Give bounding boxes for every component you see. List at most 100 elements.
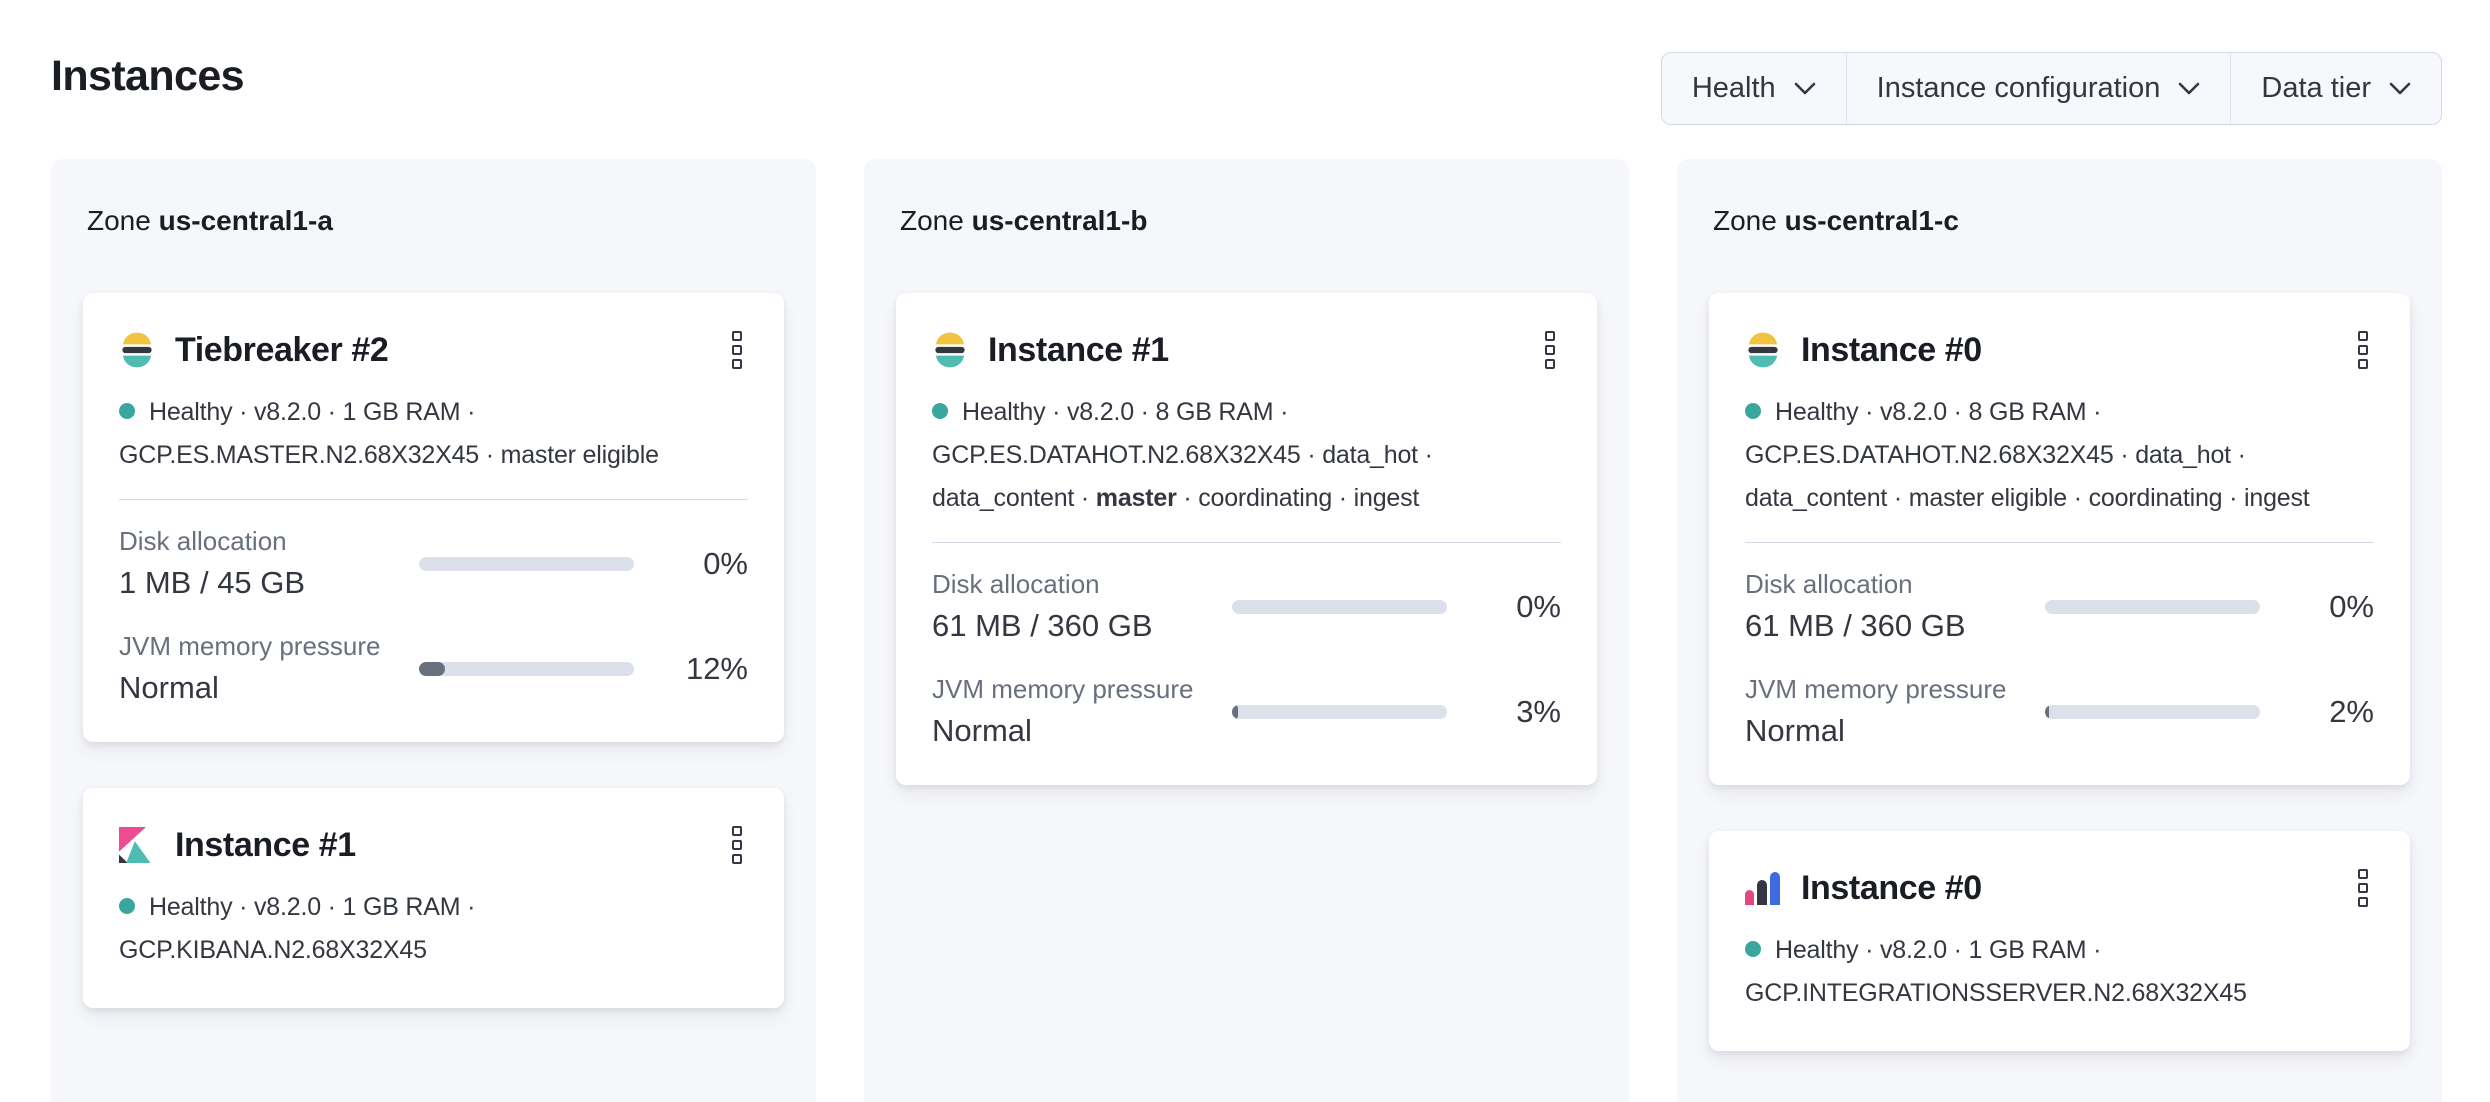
filter-instance-configuration-dropdown[interactable]: Instance configuration bbox=[1845, 53, 2231, 124]
health-status-text: Healthy bbox=[149, 398, 233, 426]
health-status-text: Healthy bbox=[149, 893, 233, 921]
metric-value: Normal bbox=[119, 670, 219, 705]
instance-meta: Healthy · v8.2.0 · 1 GB RAM · GCP.KIBANA… bbox=[119, 886, 748, 972]
filter-health-dropdown[interactable]: Health bbox=[1662, 53, 1846, 124]
card-divider bbox=[119, 499, 748, 500]
metric-percent: 3% bbox=[1516, 693, 1561, 729]
instance-meta: Healthy · v8.2.0 · 8 GB RAM · GCP.ES.DAT… bbox=[1745, 391, 2374, 520]
zone-label: Zone us-central1-a bbox=[87, 205, 784, 237]
meta-line1-rest: · v8.2.0 · 1 GB RAM · bbox=[232, 893, 476, 921]
instance-card-es-1[interactable]: Instance #1 Healthy · v8.2.0 · 8 GB RAM … bbox=[896, 293, 1597, 785]
metric-percent: 12% bbox=[685, 650, 748, 686]
meta-line3: data_content · master · coordinating · i… bbox=[932, 484, 1420, 512]
node-role-master: master bbox=[1095, 484, 1177, 512]
instance-actions-menu-button[interactable] bbox=[726, 327, 748, 373]
instance-title: Instance #0 bbox=[1801, 330, 1982, 369]
meta-line1-rest: · v8.2.0 · 1 GB RAM · bbox=[1858, 936, 2102, 964]
meta-line2: GCP.KIBANA.N2.68X32X45 bbox=[119, 936, 427, 964]
metrics-section: Disk allocation 61 MB / 360 GB 0% JVM me… bbox=[1745, 569, 2374, 749]
kibana-logo-icon bbox=[119, 827, 155, 863]
metric-label: Disk allocation bbox=[119, 526, 287, 556]
metric-label: Disk allocation bbox=[932, 569, 1100, 599]
filter-instance-configuration-label: Instance configuration bbox=[1876, 72, 2161, 104]
instance-meta: Healthy · v8.2.0 · 1 GB RAM · GCP.INTEGR… bbox=[1745, 929, 2374, 1015]
disk-allocation-progressbar bbox=[2045, 599, 2260, 614]
zone-panel-us-central1-a: Zone us-central1-a Tiebreaker #2 Healthy… bbox=[51, 159, 816, 1102]
elasticsearch-logo-icon bbox=[119, 332, 155, 368]
chevron-down-icon bbox=[1794, 82, 1816, 95]
filter-data-tier-dropdown[interactable]: Data tier bbox=[2230, 53, 2441, 124]
health-status-dot-icon bbox=[932, 403, 948, 419]
elasticsearch-logo-icon bbox=[932, 332, 968, 368]
jvm-memory-pressure-metric: JVM memory pressure Normal 3% bbox=[932, 674, 1561, 749]
filter-group: Health Instance configuration Data tier bbox=[1660, 52, 2442, 125]
integrations-server-logo-icon bbox=[1745, 870, 1781, 906]
instance-actions-menu-button[interactable] bbox=[2352, 865, 2374, 911]
metric-percent: 0% bbox=[2329, 588, 2374, 624]
health-status-dot-icon bbox=[119, 898, 135, 914]
filter-data-tier-label: Data tier bbox=[2261, 72, 2371, 104]
zone-label-prefix: Zone bbox=[900, 205, 964, 236]
disk-allocation-metric: Disk allocation 61 MB / 360 GB 0% bbox=[1745, 569, 2374, 644]
instance-actions-menu-button[interactable] bbox=[1539, 327, 1561, 373]
instance-card-tiebreaker-2[interactable]: Tiebreaker #2 Healthy · v8.2.0 · 1 GB RA… bbox=[83, 293, 784, 742]
zone-label: Zone us-central1-b bbox=[900, 205, 1597, 237]
zone-label-prefix: Zone bbox=[87, 205, 151, 236]
zone-label-prefix: Zone bbox=[1713, 205, 1777, 236]
elasticsearch-logo-icon bbox=[1745, 332, 1781, 368]
instance-meta: Healthy · v8.2.0 · 8 GB RAM · GCP.ES.DAT… bbox=[932, 391, 1561, 520]
zone-panel-us-central1-c: Zone us-central1-c Instance #0 Healthy ·… bbox=[1677, 159, 2442, 1102]
instance-card-integrations-0[interactable]: Instance #0 Healthy · v8.2.0 · 1 GB RAM … bbox=[1709, 831, 2410, 1051]
jvm-memory-pressure-metric: JVM memory pressure Normal 2% bbox=[1745, 674, 2374, 749]
disk-allocation-progressbar bbox=[419, 556, 634, 571]
jvm-memory-pressure-progressbar bbox=[1232, 704, 1447, 719]
jvm-memory-pressure-progressbar bbox=[2045, 704, 2260, 719]
zone-name: us-central1-a bbox=[158, 205, 333, 236]
health-status-dot-icon bbox=[1745, 941, 1761, 957]
metric-label: Disk allocation bbox=[1745, 569, 1913, 599]
metric-value: Normal bbox=[1745, 713, 1845, 748]
chevron-down-icon bbox=[2178, 82, 2200, 95]
health-status-text: Healthy bbox=[962, 398, 1046, 426]
zone-panel-us-central1-b: Zone us-central1-b Instance #1 Healthy ·… bbox=[864, 159, 1629, 1102]
metrics-section: Disk allocation 61 MB / 360 GB 0% JVM me… bbox=[932, 569, 1561, 749]
card-divider bbox=[1745, 542, 2374, 543]
health-status-dot-icon bbox=[119, 403, 135, 419]
meta-line1-rest: · v8.2.0 · 8 GB RAM · bbox=[1045, 398, 1289, 426]
metric-percent: 0% bbox=[703, 545, 748, 581]
metric-value: Normal bbox=[932, 713, 1032, 748]
meta-line1-rest: · v8.2.0 · 1 GB RAM · bbox=[232, 398, 476, 426]
metric-percent: 0% bbox=[1516, 588, 1561, 624]
meta-line2: GCP.ES.DATAHOT.N2.68X32X45 · data_hot · bbox=[932, 441, 1433, 469]
zones-row: Zone us-central1-a Tiebreaker #2 Healthy… bbox=[0, 159, 2490, 1102]
metric-label: JVM memory pressure bbox=[119, 631, 381, 661]
disk-allocation-progressbar bbox=[1232, 599, 1447, 614]
page-header: Instances Health Instance configuration … bbox=[0, 0, 2490, 125]
zone-name: us-central1-c bbox=[1784, 205, 1959, 236]
metric-value: 1 MB / 45 GB bbox=[119, 565, 306, 600]
jvm-memory-pressure-progressbar bbox=[419, 661, 634, 676]
instance-title: Instance #0 bbox=[1801, 868, 1982, 907]
disk-allocation-metric: Disk allocation 1 MB / 45 GB 0% bbox=[119, 526, 748, 601]
zone-label: Zone us-central1-c bbox=[1713, 205, 2410, 237]
metric-label: JVM memory pressure bbox=[1745, 674, 2007, 704]
instance-card-es-0[interactable]: Instance #0 Healthy · v8.2.0 · 8 GB RAM … bbox=[1709, 293, 2410, 785]
disk-allocation-metric: Disk allocation 61 MB / 360 GB 0% bbox=[932, 569, 1561, 644]
zone-name: us-central1-b bbox=[971, 205, 1148, 236]
instance-title: Instance #1 bbox=[175, 825, 356, 864]
meta-line3: data_content · master eligible · coordin… bbox=[1745, 484, 2310, 512]
instance-actions-menu-button[interactable] bbox=[726, 822, 748, 868]
page-title: Instances bbox=[51, 52, 245, 100]
metric-value: 61 MB / 360 GB bbox=[932, 608, 1153, 643]
meta-line2: GCP.ES.MASTER.N2.68X32X45 · master eligi… bbox=[119, 441, 659, 469]
instance-title: Tiebreaker #2 bbox=[175, 330, 389, 369]
metric-label: JVM memory pressure bbox=[932, 674, 1194, 704]
instance-actions-menu-button[interactable] bbox=[2352, 327, 2374, 373]
instance-title: Instance #1 bbox=[988, 330, 1169, 369]
instance-card-kibana-1[interactable]: Instance #1 Healthy · v8.2.0 · 1 GB RAM … bbox=[83, 788, 784, 1008]
metric-value: 61 MB / 360 GB bbox=[1745, 608, 1966, 643]
instance-meta: Healthy · v8.2.0 · 1 GB RAM · GCP.ES.MAS… bbox=[119, 391, 748, 477]
health-status-text: Healthy bbox=[1775, 398, 1859, 426]
meta-line2: GCP.ES.DATAHOT.N2.68X32X45 · data_hot · bbox=[1745, 441, 2246, 469]
meta-line2: GCP.INTEGRATIONSSERVER.N2.68X32X45 bbox=[1745, 979, 2247, 1007]
